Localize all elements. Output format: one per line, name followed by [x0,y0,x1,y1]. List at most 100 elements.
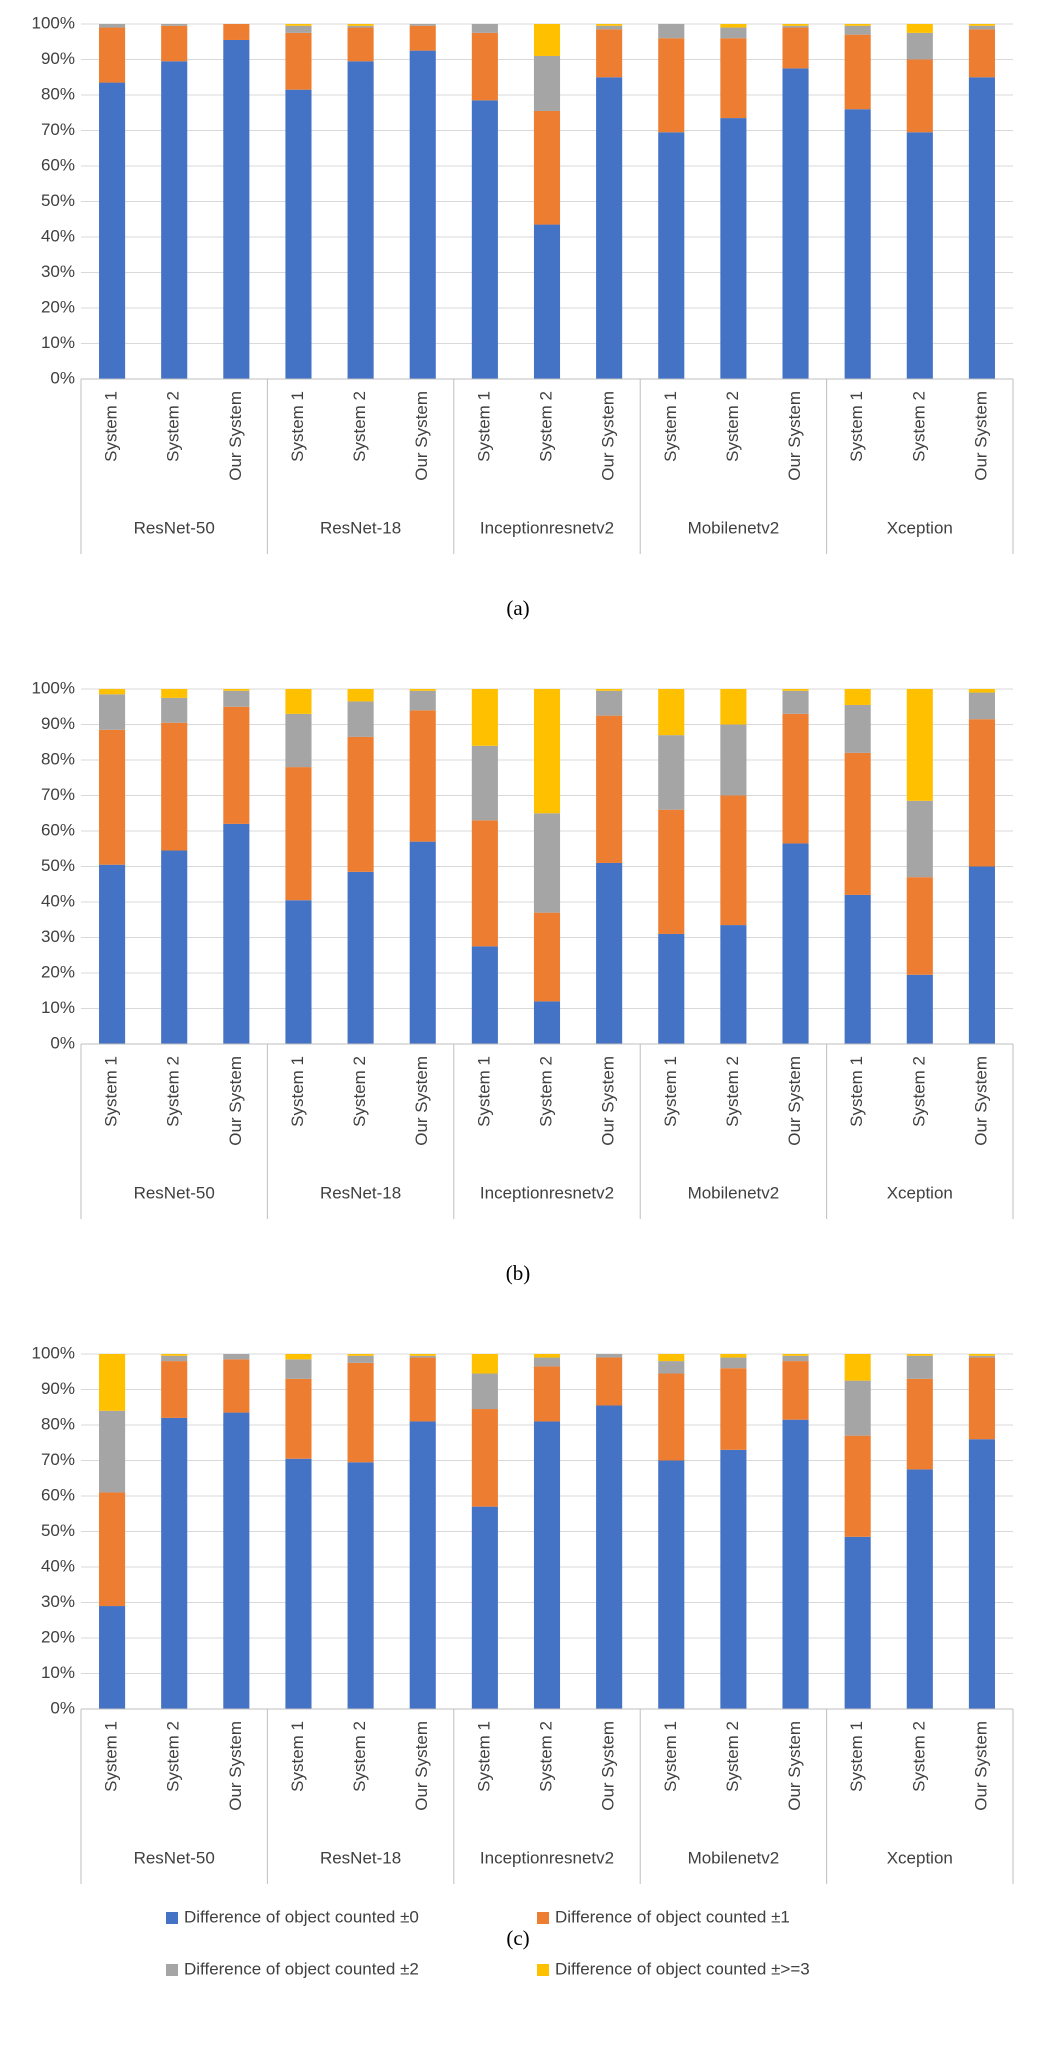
bar-segment [161,1355,188,1362]
bar-segment [161,689,188,698]
x-tick-label: System 1 [288,391,307,462]
bar-segment [533,689,561,814]
x-tick-label: System 2 [723,391,742,462]
bar-segment [223,1412,250,1709]
bar-segment [658,933,685,1044]
bar-segment [844,1380,871,1436]
bar-segment [906,1355,933,1379]
bar-segment [844,1536,871,1709]
x-tick-label: Our System [971,1721,990,1811]
bar-segment [844,109,871,379]
bar-segment [533,912,561,1002]
x-tick-label: System 1 [102,1721,121,1792]
bar-segment [347,1355,374,1363]
bar-segment [782,27,809,69]
bar-segment [906,974,933,1044]
x-tick-label: System 2 [164,1056,183,1127]
bar-segment [720,38,747,119]
bar-segment [906,59,933,133]
bar-segment [471,100,498,379]
group-label: Xception [887,1848,953,1867]
bar-segment [99,1410,126,1493]
bar-segment [409,24,436,26]
bar-segment [658,735,685,810]
bar-segment [844,34,871,110]
y-tick-label: 20% [41,962,75,981]
y-tick-label: 10% [41,333,75,352]
bar-segment [844,894,871,1044]
bar-segment [844,752,871,895]
y-tick-label: 50% [41,1521,75,1540]
group-label: ResNet-50 [134,1183,215,1202]
bar-segment [409,1357,436,1422]
bar-segment [285,24,312,26]
bar-segment [658,132,685,379]
bar-segment [782,843,809,1044]
bar-segment [99,1492,126,1607]
x-tick-label: Our System [971,1056,990,1146]
bar-segment [782,690,809,714]
bar-segment [533,110,561,225]
x-tick-label: System 1 [474,391,493,462]
y-tick-label: 90% [41,714,75,733]
bar-segment [720,118,747,379]
y-tick-label: 0% [50,1698,75,1717]
x-tick-label: Our System [412,1056,431,1146]
bar-segment [596,25,623,30]
bar-segment [161,697,188,723]
bar-segment [658,38,685,133]
bar-segment [968,1355,995,1358]
bar-segment [285,713,312,768]
bar-segment [906,24,933,33]
bar-segment [844,704,871,753]
bar-segment [223,690,250,707]
bar-segment [471,1409,498,1507]
bar-segment [720,27,747,39]
bar-segment [99,1606,126,1709]
x-tick-label: System 2 [350,1721,369,1792]
bar-segment [968,25,995,30]
bar-segment [347,27,374,62]
x-tick-label: System 1 [288,1721,307,1792]
bar-segment [968,29,995,78]
y-tick-label: 0% [50,368,75,387]
y-tick-label: 40% [41,891,75,910]
bar-segment [533,55,561,111]
bar-segment [347,61,374,380]
legend-label: Difference of object counted ±0 [184,1907,419,1926]
y-tick-label: 90% [41,1379,75,1398]
bar-segment [906,689,933,801]
bar-segment [968,1354,995,1356]
x-tick-label: System 1 [847,391,866,462]
bar-segment [844,1435,871,1537]
bar-segment [906,32,933,60]
bar-segment [658,689,685,736]
bar-segment [720,795,747,926]
bar-segment [844,689,871,705]
y-tick-label: 100% [32,1343,75,1362]
bar-segment [285,689,312,714]
bar-segment [782,1354,809,1356]
y-tick-label: 50% [41,191,75,210]
bar-segment [533,1354,561,1358]
bar-segment [223,823,250,1044]
y-tick-label: 10% [41,1663,75,1682]
legend-label: Difference of object counted ±>=3 [555,1959,810,1978]
bar-segment [223,24,250,40]
bar-segment [596,1357,623,1406]
bar-segment [99,729,126,865]
bar-segment [223,1354,250,1360]
y-tick-label: 30% [41,1592,75,1611]
bar-segment [968,77,995,379]
bar-segment [533,1357,561,1367]
bar-segment [782,1361,809,1420]
bar-segment [161,1354,188,1356]
bar-segment [285,32,312,90]
y-tick-label: 30% [41,927,75,946]
x-tick-label: Our System [599,391,618,481]
bar-segment [906,1354,933,1356]
x-tick-label: System 1 [288,1056,307,1127]
x-tick-label: System 2 [909,1056,928,1127]
caption: (c) [506,1926,529,1950]
bar-segment [409,25,436,51]
